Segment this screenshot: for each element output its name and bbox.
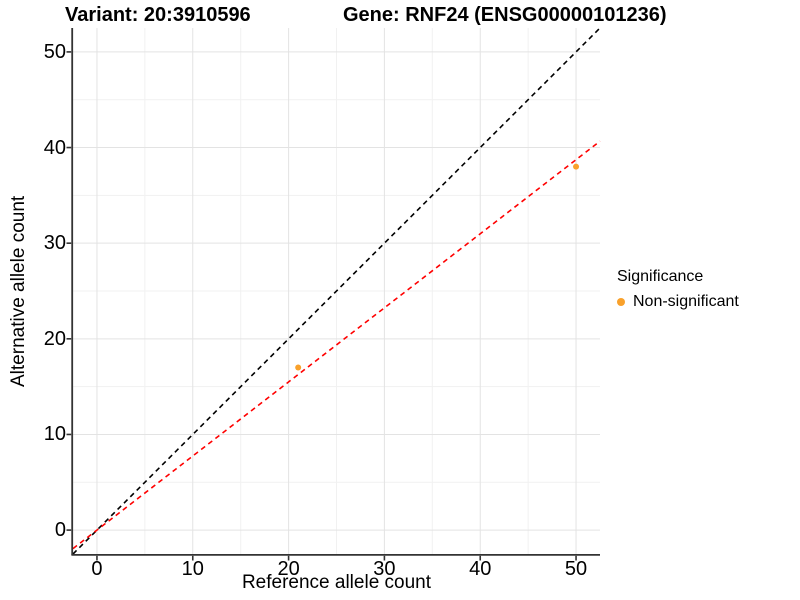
x-tick-label: 40 xyxy=(469,558,492,580)
fitted-ratio-line xyxy=(72,140,601,550)
y-tick-label: 0 xyxy=(54,519,66,542)
identity-line xyxy=(72,27,601,555)
y-axis-title: Alternative allele count xyxy=(8,195,29,387)
gene-title: Gene: RNF24 (ENSG00000101236) xyxy=(343,4,667,26)
x-tick-label: 0 xyxy=(91,558,103,580)
x-tick-label: 20 xyxy=(277,558,300,580)
legend-item: Non-significant xyxy=(617,293,739,311)
y-tick-label: 10 xyxy=(43,423,66,446)
x-tick-label: 30 xyxy=(373,558,396,580)
y-tick-label: 50 xyxy=(43,40,66,63)
variant-title: Variant: 20:3910596 xyxy=(65,4,251,26)
x-tick-label: 50 xyxy=(564,558,588,580)
y-tick-label: 20 xyxy=(43,327,66,350)
y-tick-label: 30 xyxy=(43,232,66,255)
data-point xyxy=(295,364,302,371)
x-axis-title: Reference allele count xyxy=(241,572,432,593)
legend-title: Significance xyxy=(617,268,704,285)
x-tick-label: 10 xyxy=(181,558,204,580)
y-tick-label: 40 xyxy=(43,136,66,159)
legend-item-label: Non-significant xyxy=(633,293,739,310)
legend-point-icon xyxy=(617,298,625,306)
legend: Significance Non-significant xyxy=(617,268,739,311)
data-point xyxy=(573,163,580,170)
